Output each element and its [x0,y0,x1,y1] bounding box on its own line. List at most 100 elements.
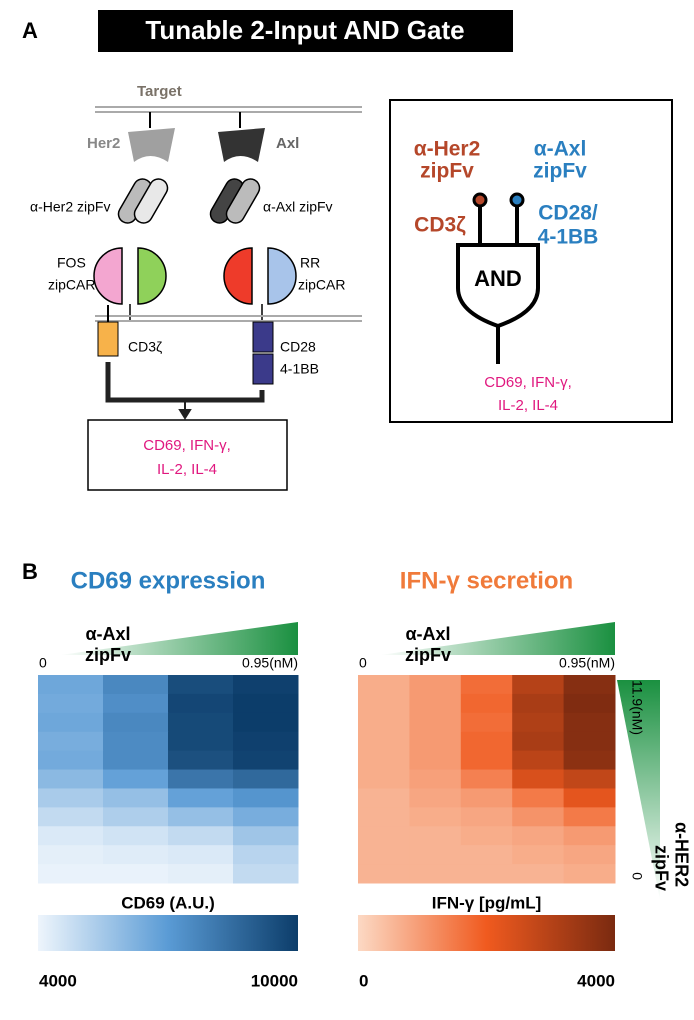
heatmap-cell [103,788,169,808]
x-axis-label: zipFv [405,645,451,665]
axl-label: Axl [276,135,299,152]
fos-zipcar [137,247,167,305]
heatmap-cell [563,769,616,789]
rr-label: zipCAR [298,277,345,293]
heatmap-cell [358,826,410,846]
heatmap-cell [38,807,104,827]
heatmap-cell [168,712,234,733]
heatmap-cell [563,788,616,808]
fos-label: zipCAR [48,277,95,293]
heatmap-cell [409,675,462,695]
y-axis-label: zipFv [651,845,671,891]
heatmap-cell [409,807,462,827]
heatmap-cell [233,864,299,884]
heatmap-cell [103,675,169,695]
cd3z-domain [97,321,119,357]
heatmap-cell [103,693,169,714]
heatmap-cell [233,693,299,714]
colorbar-label: IFN-γ [pg/mL] [432,893,542,912]
heatmap-cell [358,769,410,789]
rr-zipcar [267,247,297,305]
heatmap-cell [233,769,299,789]
heatmap-cell [563,693,616,714]
gate-pin [472,192,488,208]
x-max-label: 0.95(nM) [559,655,615,671]
heatmap-cell [168,675,234,695]
heatmap-cell [358,731,410,752]
zipfv [133,178,169,224]
fos-zipcar [93,247,123,305]
output-label: IL-2, IL-4 [157,461,217,478]
gate-domain: CD3ζ [414,214,466,237]
x-min-label: 0 [39,655,47,671]
panel-label: A [22,18,38,43]
heatmap-cell [38,675,104,695]
heatmap-cell [460,750,513,771]
heatmap-cell [168,750,234,771]
heatmap-cell [358,864,410,884]
heatmap-cell [358,750,410,771]
heatmap-cell [409,712,462,733]
heatmap-cell [38,693,104,714]
heatmap-cell [358,675,410,695]
title-box [98,10,513,52]
heatmap-cell [512,769,565,789]
heatmap-cell [233,845,299,865]
heatmap-cell [168,826,234,846]
her2-gradient [617,680,660,900]
heatmap-cell [358,807,410,827]
heatmap-cell [409,845,462,865]
heatmap-cell [103,807,169,827]
cd28-label: 4-1BB [280,361,319,377]
her2-zipfv-label: α-Her2 zipFv [30,199,110,215]
heatmap-cell [460,807,513,827]
heatmap-cell [563,845,616,865]
heatmap-cell [409,788,462,808]
heatmap-cell [512,864,565,884]
heatmap-cell [512,807,565,827]
heatmap-cell [358,693,410,714]
heatmap-cell [233,675,299,695]
heatmap-cell [563,675,616,695]
heatmap-cell [168,769,234,789]
heatmap-cell [563,712,616,733]
heatmap-cell [358,788,410,808]
heatmap-cell [512,675,565,695]
her2-antigen [128,128,175,162]
colorbar-max: 10000 [251,971,298,990]
panel-b: B 11.9(nM) 0 α-HER2 zipFv CD69 expressio… [22,559,691,991]
heatmap-cell [409,693,462,714]
heatmap-cell [563,731,616,752]
heatmap-cell [409,731,462,752]
panel-a: A Tunable 2-Input AND Gate Target Her2 A… [22,10,673,491]
heatmap-cell [460,712,513,733]
rr-label: RR [300,255,320,271]
gate-label: AND [474,266,522,291]
gate-input: zipFv [420,160,474,183]
zipfv [225,178,261,224]
heatmap-cell [512,788,565,808]
heatmap-cell [168,788,234,808]
y-min-label: 0 [629,872,645,880]
heatmap-cell [233,712,299,733]
heatmap-cell [409,864,462,884]
gate-input: α-Her2 [414,138,481,161]
title: Tunable 2-Input AND Gate [145,15,464,45]
heatmap-title: CD69 expression [71,567,266,594]
heatmap-cell [512,826,565,846]
heatmap-cell [460,845,513,865]
cd28-label: CD28 [280,339,316,355]
heatmap-cell [563,864,616,884]
heatmap-cell [460,788,513,808]
heatmap-cell [233,807,299,827]
heatmap-cell [512,712,565,733]
x-axis-label: α-Axl [405,624,450,644]
heatmap-cell [168,693,234,714]
heatmap-cell [233,750,299,771]
heatmap-cell [460,731,513,752]
heatmap-cell [512,750,565,771]
heatmap-cell [358,845,410,865]
heatmap-cell [103,826,169,846]
x-min-label: 0 [359,655,367,671]
heatmap-title: IFN-γ secretion [400,567,573,594]
